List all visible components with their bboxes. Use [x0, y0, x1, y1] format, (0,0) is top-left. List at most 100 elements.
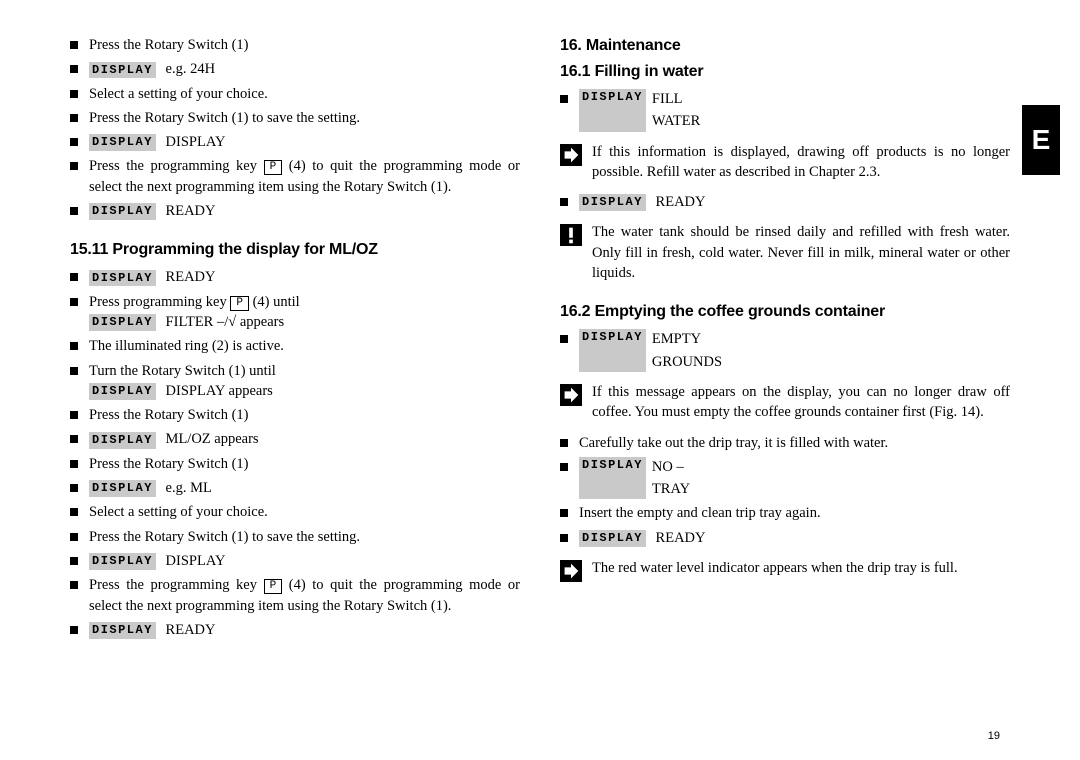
note-arrow: If this message appears on the display, …	[560, 382, 1010, 423]
arrow-icon	[560, 144, 582, 166]
item-text: Turn the Rotary Switch (1) untilDISPLAY …	[89, 361, 520, 402]
bullet-icon	[70, 460, 78, 468]
display-tag: DISPLAY	[579, 89, 646, 132]
bullet-icon	[560, 463, 568, 471]
list-item: DISPLAY READY	[70, 267, 520, 287]
note-warning: The water tank should be rinsed daily an…	[560, 222, 1010, 283]
bullet-icon	[70, 90, 78, 98]
list-item: DISPLAYFILLWATER	[560, 89, 1010, 132]
left-column: Press the Rotary Switch (1) DISPLAY e.g. …	[70, 35, 520, 644]
note-arrow: The red water level indicator appears wh…	[560, 558, 1010, 582]
display-tag: DISPLAY	[89, 480, 156, 497]
bullet-icon	[560, 534, 568, 542]
p-key-icon: P	[230, 296, 249, 311]
item-text: DISPLAY READY	[89, 620, 520, 640]
page-content: Press the Rotary Switch (1) DISPLAY e.g. …	[0, 0, 1080, 674]
bullet-icon	[70, 533, 78, 541]
bullet-icon	[70, 484, 78, 492]
item-text: Press the Rotary Switch (1) to save the …	[89, 108, 520, 128]
item-text: Carefully take out the drip tray, it is …	[579, 433, 1010, 453]
p-key-icon: P	[264, 579, 283, 594]
bullet-icon	[70, 367, 78, 375]
display-tag: DISPLAY	[89, 203, 156, 220]
list-item: DISPLAY e.g. 24H	[70, 59, 520, 79]
list-item: Press the programming key P (4) to quit …	[70, 575, 520, 616]
item-text: Press programming key P (4) untilDISPLAY…	[89, 292, 520, 333]
item-text: Select a setting of your choice.	[89, 84, 520, 104]
list-item: Press the programming key P (4) to quit …	[70, 156, 520, 197]
list-item: Press the Rotary Switch (1) to save the …	[70, 108, 520, 128]
display-tag: DISPLAY	[89, 270, 156, 287]
bullet-icon	[560, 95, 568, 103]
display-tag: DISPLAY	[89, 553, 156, 570]
list-item: DISPLAY READY	[70, 620, 520, 640]
item-text: DISPLAY READY	[579, 192, 1010, 212]
list-item: Press the Rotary Switch (1)	[70, 405, 520, 425]
list-item: Press programming key P (4) untilDISPLAY…	[70, 292, 520, 333]
exclamation-icon	[560, 224, 582, 246]
item-text: DISPLAY READY	[89, 267, 520, 287]
item-text: DISPLAY READY	[89, 201, 520, 221]
list-item: DISPLAYEMPTYGROUNDS	[560, 329, 1010, 372]
bullet-icon	[70, 65, 78, 73]
item-text: Press the Rotary Switch (1)	[89, 35, 520, 55]
bullet-icon	[560, 198, 568, 206]
item-text: DISPLAYEMPTYGROUNDS	[579, 329, 1010, 372]
bullet-icon	[70, 114, 78, 122]
item-text: Select a setting of your choice.	[89, 502, 520, 522]
display-tag: DISPLAY	[89, 383, 156, 400]
item-text: Press the Rotary Switch (1)	[89, 454, 520, 474]
list-item: DISPLAYNO –TRAY	[560, 457, 1010, 500]
list-item: DISPLAY READY	[70, 201, 520, 221]
display-tag: DISPLAY	[579, 329, 646, 372]
list-item: Press the Rotary Switch (1)	[70, 35, 520, 55]
bullet-icon	[70, 41, 78, 49]
bullet-icon	[70, 581, 78, 589]
note-text: The water tank should be rinsed daily an…	[592, 222, 1010, 283]
p-key-icon: P	[264, 160, 283, 175]
bullet-icon	[70, 342, 78, 350]
item-text: DISPLAY READY	[579, 528, 1010, 548]
arrow-icon	[560, 384, 582, 406]
section-tab: E	[1022, 105, 1060, 175]
note-text: If this message appears on the display, …	[592, 382, 1010, 423]
item-text: DISPLAY DISPLAY	[89, 132, 520, 152]
list-item: Select a setting of your choice.	[70, 84, 520, 104]
item-text: Press the Rotary Switch (1)	[89, 405, 520, 425]
heading-16: 16. Maintenance	[560, 37, 1010, 55]
bullet-icon	[70, 508, 78, 516]
list-item: Carefully take out the drip tray, it is …	[560, 433, 1010, 453]
list-item: DISPLAY READY	[560, 192, 1010, 212]
bullet-icon	[560, 335, 568, 343]
list-item: DISPLAY DISPLAY	[70, 132, 520, 152]
bullet-icon	[560, 439, 568, 447]
heading-16-1: 16.1 Filling in water	[560, 63, 1010, 81]
item-text: DISPLAY ML/OZ appears	[89, 429, 520, 449]
display-tag: DISPLAY	[89, 134, 156, 151]
display-tag: DISPLAY	[89, 432, 156, 449]
item-text: DISPLAYFILLWATER	[579, 89, 1010, 132]
bullet-icon	[70, 298, 78, 306]
heading-15-11: 15.11 Programming the display for ML/OZ	[70, 241, 520, 259]
bullet-icon	[70, 557, 78, 565]
list-item: Press the Rotary Switch (1) to save the …	[70, 527, 520, 547]
item-text: Press the Rotary Switch (1) to save the …	[89, 527, 520, 547]
display-tag: DISPLAY	[89, 314, 156, 331]
heading-16-2: 16.2 Emptying the coffee grounds contain…	[560, 303, 1010, 321]
right-column: 16. Maintenance 16.1 Filling in water DI…	[560, 35, 1010, 644]
display-tag: DISPLAY	[89, 622, 156, 639]
list-item: DISPLAY ML/OZ appears	[70, 429, 520, 449]
list-item: DISPLAY e.g. ML	[70, 478, 520, 498]
bullet-icon	[70, 138, 78, 146]
display-tag: DISPLAY	[89, 62, 156, 79]
note-text: If this information is displayed, drawin…	[592, 142, 1010, 183]
item-text: DISPLAY e.g. ML	[89, 478, 520, 498]
item-text: The illuminated ring (2) is active.	[89, 336, 520, 356]
page-number: 19	[988, 730, 1000, 742]
display-tag: DISPLAY	[579, 530, 646, 547]
bullet-icon	[560, 509, 568, 517]
list-item: DISPLAY READY	[560, 528, 1010, 548]
bullet-icon	[70, 411, 78, 419]
bullet-icon	[70, 273, 78, 281]
bullet-icon	[70, 162, 78, 170]
